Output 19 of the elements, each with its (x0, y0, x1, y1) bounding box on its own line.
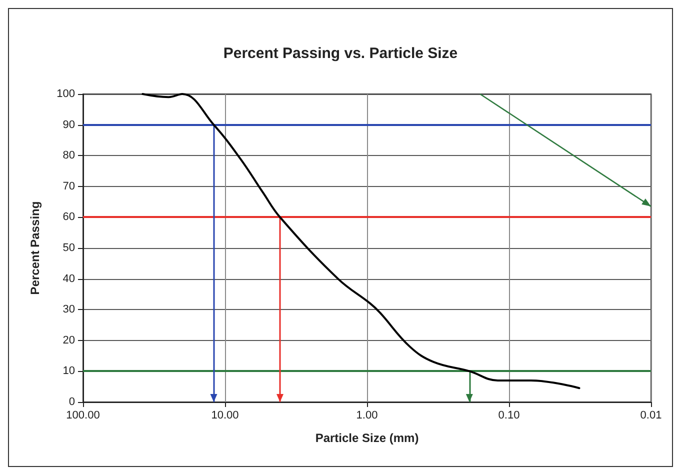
chart-title: Percent Passing vs. Particle Size (223, 45, 458, 62)
y-tick-label: 60 (62, 211, 75, 224)
y-tick-label: 80 (62, 150, 75, 162)
y-tick-label: 50 (62, 242, 75, 254)
x-tick-label: 10.00 (211, 410, 239, 422)
y-tick-label: 90 (62, 118, 75, 131)
x-tick-label: 0.01 (640, 410, 662, 422)
y-tick-label: 20 (62, 334, 75, 346)
y-tick-label: 100 (56, 88, 75, 100)
y-tick-label: 70 (62, 180, 75, 192)
x-tick-label: 0.10 (498, 410, 520, 422)
x-axis-title: Particle Size (mm) (315, 431, 419, 445)
x-tick-label: 100.00 (66, 410, 100, 422)
y-axis-title: Percent Passing (28, 201, 42, 295)
y-tick-label: 40 (62, 272, 75, 285)
y-tick-label: 30 (62, 304, 75, 316)
y-tick-label: 10 (62, 365, 75, 378)
x-tick-label: 1.00 (356, 410, 378, 422)
y-tick-label: 0 (68, 396, 75, 408)
